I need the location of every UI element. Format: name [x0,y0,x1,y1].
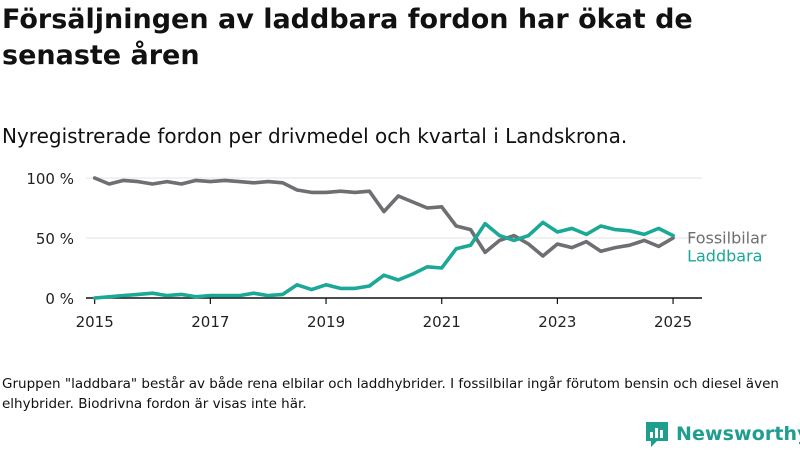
brand-logo: Newsworthy [644,420,800,448]
series-line-fossilbilar [92,176,675,258]
series-lines [92,176,675,300]
chart-title: Försäljningen av laddbara fordon har öka… [2,4,693,71]
y-axis: 0 % 50 % 100 % [26,170,74,308]
x-tick-label: 2015 [76,313,114,331]
x-tick-label: 2025 [654,313,692,331]
gridlines [86,177,702,239]
line-chart: 0 % 50 % 100 % 2015 2017 2019 2021 2023 2025 Fo… [26,170,767,331]
series-line-laddbara [92,220,675,300]
footnote: Gruppen "laddbara" består av både rena e… [2,376,779,412]
y-tick-label: 100 % [26,170,74,188]
y-tick-label: 0 % [45,290,74,308]
x-tick-label: 2019 [307,313,345,331]
x-tick-label: 2023 [538,313,576,331]
x-tick-label: 2021 [423,313,461,331]
series-label-fossilbilar: Fossilbilar [687,229,767,248]
x-tick-label: 2017 [191,313,229,331]
y-tick-label: 50 % [36,230,74,248]
chart-subtitle: Nyregistrerade fordon per drivmedel och … [2,124,628,148]
bar-chart-logo-icon [646,422,668,447]
series-label-laddbara: Laddbara [687,247,762,266]
brand-name: Newsworthy [676,423,800,445]
x-axis: 2015 2017 2019 2021 2023 2025 [76,297,702,331]
